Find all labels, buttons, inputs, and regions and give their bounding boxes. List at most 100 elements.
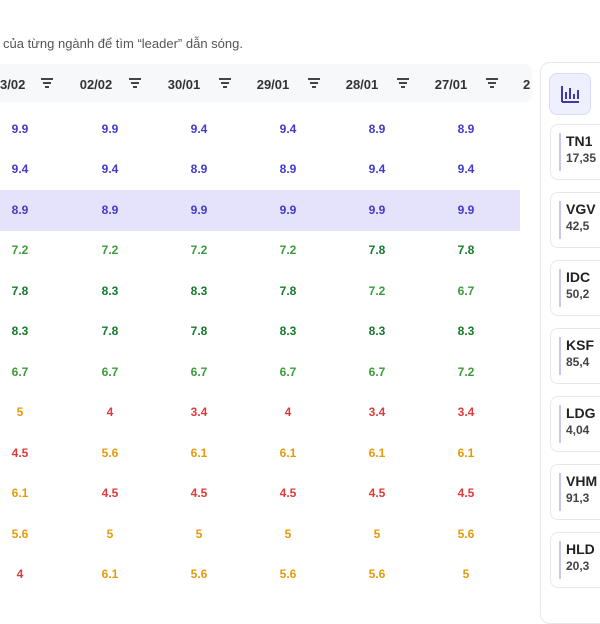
score-cell: 6.1 (279, 445, 297, 460)
score-cell: 8.3 (368, 324, 386, 339)
score-cell: 7.8 (279, 283, 297, 298)
column-header: 30/01 (167, 77, 201, 92)
column-header: 2 (523, 77, 531, 92)
score-cell: 5 (16, 405, 24, 420)
card-accent (559, 405, 561, 443)
chart-button[interactable] (549, 73, 591, 115)
score-cell: 5 (284, 526, 292, 541)
column-header: 02/02 (79, 77, 113, 92)
ticker: LDG (566, 405, 596, 421)
price: 4,04 (566, 423, 590, 437)
score-cell: 7.8 (11, 283, 29, 298)
score-cell: 5.6 (11, 526, 29, 541)
stock-card[interactable]: IDC 50,2 (550, 260, 600, 316)
score-cell: 9.4 (11, 162, 29, 177)
card-accent (559, 269, 561, 307)
score-cell: 9.4 (457, 162, 475, 177)
score-cell: 4 (106, 405, 114, 420)
score-cell: 7.2 (279, 243, 297, 258)
filter-icon[interactable] (308, 78, 320, 88)
score-cell: 9.4 (101, 162, 119, 177)
score-cell: 4.5 (457, 486, 475, 501)
score-cell: 7.8 (190, 324, 208, 339)
score-cell: 8.9 (279, 162, 297, 177)
score-cell: 8.9 (101, 202, 119, 217)
score-cell: 6.7 (190, 364, 208, 379)
score-cell: 9.9 (457, 202, 475, 217)
column-header: 27/01 (434, 77, 468, 92)
score-cell: 6.7 (101, 364, 119, 379)
price: 91,3 (566, 491, 590, 505)
filter-icon[interactable] (397, 78, 409, 88)
chart-icon (561, 86, 579, 103)
filter-icon[interactable] (486, 78, 498, 88)
score-cell: 7.2 (11, 243, 29, 258)
score-cell: 6.7 (279, 364, 297, 379)
score-cell: 8.9 (190, 162, 208, 177)
price: 20,3 (566, 559, 590, 573)
score-cell: 4 (16, 566, 24, 581)
score-cell: 9.4 (190, 122, 208, 136)
filter-icon[interactable] (219, 78, 231, 88)
score-cell: 9.4 (368, 162, 386, 177)
score-cell: 7.2 (190, 243, 208, 258)
filter-icon[interactable] (129, 78, 141, 88)
score-cell: 8.3 (190, 283, 208, 298)
filter-icon[interactable] (41, 78, 53, 88)
score-cell: 9.9 (368, 202, 386, 217)
score-cell: 9.9 (279, 202, 297, 217)
score-cell: 4.5 (279, 486, 297, 501)
score-cell: 5 (462, 566, 470, 581)
stock-card[interactable]: VGV 42,5 (550, 192, 600, 248)
score-cell: 6.7 (368, 364, 386, 379)
score-cell: 9.9 (101, 122, 119, 136)
card-accent (559, 473, 561, 511)
score-cell: 5.6 (190, 566, 208, 581)
stock-card[interactable]: LDG 4,04 (550, 396, 600, 452)
column-header: 29/01 (256, 77, 290, 92)
stock-card[interactable]: VHM 91,3 (550, 464, 600, 520)
score-cell: 4.5 (101, 486, 119, 501)
score-cell: 7.8 (101, 324, 119, 339)
score-cell: 5.6 (101, 445, 119, 460)
score-cell: 8.3 (279, 324, 297, 339)
score-cell: 8.9 (457, 122, 475, 136)
score-cell: 7.2 (368, 283, 386, 298)
stock-card[interactable]: HLD 20,3 (550, 532, 600, 588)
score-cell: 4.5 (368, 486, 386, 501)
table-header (0, 64, 532, 102)
score-cell: 8.3 (101, 283, 119, 298)
score-cell: 7.2 (457, 364, 475, 379)
score-cell: 8.9 (11, 202, 29, 217)
score-cell: 9.4 (279, 122, 297, 136)
score-cell: 3.4 (190, 405, 208, 420)
score-cell: 8.3 (11, 324, 29, 339)
score-cell: 5 (373, 526, 381, 541)
score-cell: 8.3 (457, 324, 475, 339)
card-accent (559, 133, 561, 171)
page: của từng ngành để tìm “leader” dẫn sóng.… (0, 36, 600, 624)
stock-card[interactable]: KSF 85,4 (550, 328, 600, 384)
ticker: KSF (566, 337, 594, 353)
stock-card[interactable]: TN1 17,35 (550, 124, 600, 180)
card-accent (559, 541, 561, 579)
score-cell: 6.1 (101, 566, 119, 581)
score-cell: 4.5 (11, 445, 29, 460)
score-cell: 7.8 (368, 243, 386, 258)
ticker: HLD (566, 541, 595, 557)
score-cell: 9.9 (190, 202, 208, 217)
intro-text: của từng ngành để tìm “leader” dẫn sóng. (3, 36, 243, 51)
score-cell: 5.6 (279, 566, 297, 581)
score-cell: 5 (106, 526, 114, 541)
price: 50,2 (566, 287, 590, 301)
ticker: VHM (566, 473, 598, 489)
price: 42,5 (566, 219, 590, 233)
column-header: 28/01 (345, 77, 379, 92)
score-cell: 3.4 (368, 405, 386, 420)
score-cell: 6.1 (190, 445, 208, 460)
ticker: IDC (566, 269, 591, 285)
card-accent (559, 201, 561, 239)
score-cell: 6.1 (457, 445, 475, 460)
score-cell: 8.9 (368, 122, 386, 136)
score-cell: 7.2 (101, 243, 119, 258)
